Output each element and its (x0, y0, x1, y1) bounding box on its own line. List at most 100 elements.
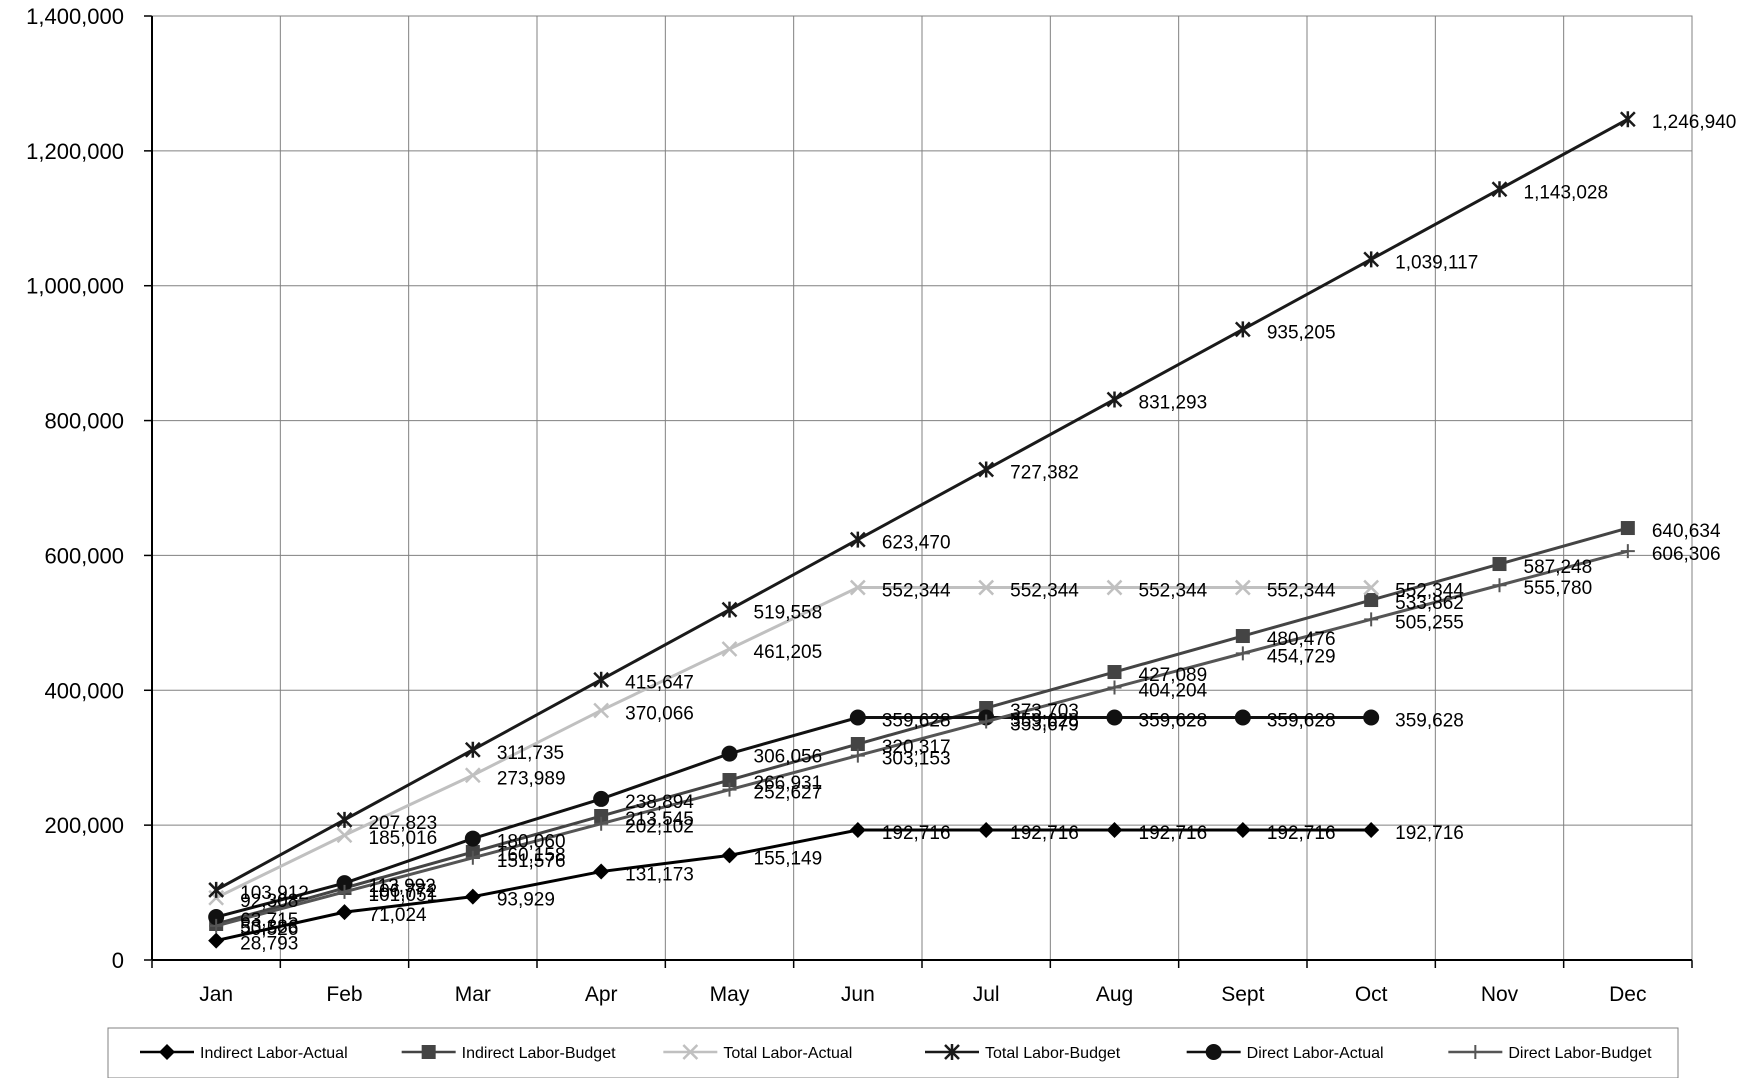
data-label: 101,051 (369, 885, 438, 906)
x-tick-label: Mar (455, 983, 491, 1006)
series-line (215, 586, 1372, 900)
data-labels-layer: 28,793 71,024 93,929 131,173 155,149 192,716 1… (240, 112, 1736, 954)
data-point (336, 811, 353, 828)
data-point (1106, 709, 1123, 726)
data-label: 306,056 (754, 747, 823, 768)
legend-label: Indirect Labor-Actual (200, 1045, 348, 1062)
data-point (1363, 579, 1380, 596)
series-line (215, 526, 1629, 926)
x-tick-label: Nov (1481, 983, 1519, 1006)
series-indirect-labor-actual (208, 822, 1380, 949)
data-point (1107, 665, 1122, 680)
data-point (336, 827, 353, 844)
legend-item: Total Labor-Actual (663, 1044, 852, 1062)
x-tick-label: Jan (199, 983, 233, 1006)
legend-marker (1468, 1045, 1483, 1059)
data-label: 266,931 (754, 773, 823, 794)
data-label: 427,089 (1139, 665, 1208, 686)
data-label: 28,793 (240, 934, 298, 955)
series-total-labor-budget (208, 111, 1636, 898)
data-label: 238,894 (625, 792, 694, 813)
data-label: 505,255 (1395, 612, 1464, 633)
data-label: 63,715 (240, 910, 298, 931)
data-point (208, 909, 225, 926)
y-tick-label: 400,000 (44, 678, 124, 703)
legend-marker (944, 1044, 960, 1060)
series-line (215, 117, 1629, 892)
x-tick-label: Sept (1221, 983, 1264, 1006)
data-label: 831,293 (1139, 392, 1208, 413)
data-label: 640,634 (1652, 521, 1721, 542)
data-point (593, 702, 610, 719)
legend-label: Direct Labor-Budget (1508, 1045, 1652, 1062)
data-point (1106, 579, 1123, 596)
data-label: 370,066 (625, 703, 694, 724)
legend-item: Total Labor-Budget (925, 1044, 1121, 1062)
data-label: 404,204 (1139, 680, 1208, 701)
data-point (209, 918, 224, 933)
data-label: 1,246,940 (1652, 112, 1737, 133)
x-tick-label: Oct (1355, 983, 1388, 1006)
data-point (337, 884, 352, 899)
series-layer (208, 111, 1636, 949)
data-label: 519,558 (754, 603, 823, 624)
data-point (593, 790, 610, 807)
data-label: 359,628 (882, 711, 951, 732)
data-label: 151,576 (497, 851, 566, 872)
data-point (850, 748, 865, 763)
legend-label: Total Labor-Budget (985, 1045, 1121, 1062)
data-label: 552,344 (1267, 581, 1336, 602)
data-point (721, 847, 738, 864)
x-tick-label: Feb (326, 983, 362, 1006)
data-label: 359,628 (1395, 711, 1464, 732)
data-label: 131,173 (625, 865, 694, 886)
data-label: 106,772 (369, 881, 438, 902)
data-point (978, 461, 995, 478)
data-point (1234, 579, 1251, 596)
data-label: 587,248 (1524, 557, 1593, 578)
data-label: 202,102 (625, 817, 694, 838)
data-point (1492, 557, 1507, 572)
series-direct-labor-actual (208, 709, 1380, 926)
data-label: 185,016 (369, 828, 438, 849)
data-point (336, 904, 353, 921)
data-label: 320,317 (882, 737, 951, 758)
data-point (979, 714, 994, 729)
data-label: 192,716 (1267, 823, 1336, 844)
y-tick-label: 200,000 (44, 813, 124, 838)
data-point (1363, 822, 1380, 839)
series-line (215, 716, 1372, 919)
legend-marker (159, 1044, 175, 1060)
series-line (215, 549, 1629, 928)
data-label: 552,344 (1395, 581, 1464, 602)
data-label: 623,470 (882, 533, 951, 554)
y-tick-label: 1,200,000 (26, 139, 124, 164)
data-point (593, 671, 610, 688)
data-label: 160,158 (497, 845, 566, 866)
data-label: 359,628 (1010, 711, 1079, 732)
data-label: 311,735 (497, 743, 564, 764)
data-point (1619, 111, 1636, 128)
data-label: 192,716 (1010, 823, 1079, 844)
data-point (722, 773, 737, 788)
data-label: 53,386 (240, 917, 298, 938)
y-tick-label: 800,000 (44, 409, 124, 434)
data-point (722, 782, 737, 797)
series-total-labor-actual (208, 579, 1380, 906)
series-direct-labor-budget (209, 544, 1635, 933)
x-tick-label: Dec (1609, 983, 1646, 1006)
legend-marker (682, 1044, 699, 1060)
data-point (1106, 822, 1123, 839)
data-label: 552,344 (1010, 581, 1079, 602)
x-tick-label: Apr (585, 983, 618, 1006)
data-label: 192,716 (1139, 823, 1208, 844)
data-label: 273,989 (497, 768, 566, 789)
data-point (208, 932, 225, 949)
axes: 0 200,000 400,000 600,000 800,000 1,000,000 1,… (26, 4, 1693, 1006)
data-label: 606,306 (1652, 544, 1721, 565)
data-point (849, 531, 866, 548)
data-point (1491, 181, 1508, 198)
data-label: 415,647 (625, 673, 694, 694)
data-label: 555,780 (1524, 578, 1593, 599)
data-point (1234, 822, 1251, 839)
